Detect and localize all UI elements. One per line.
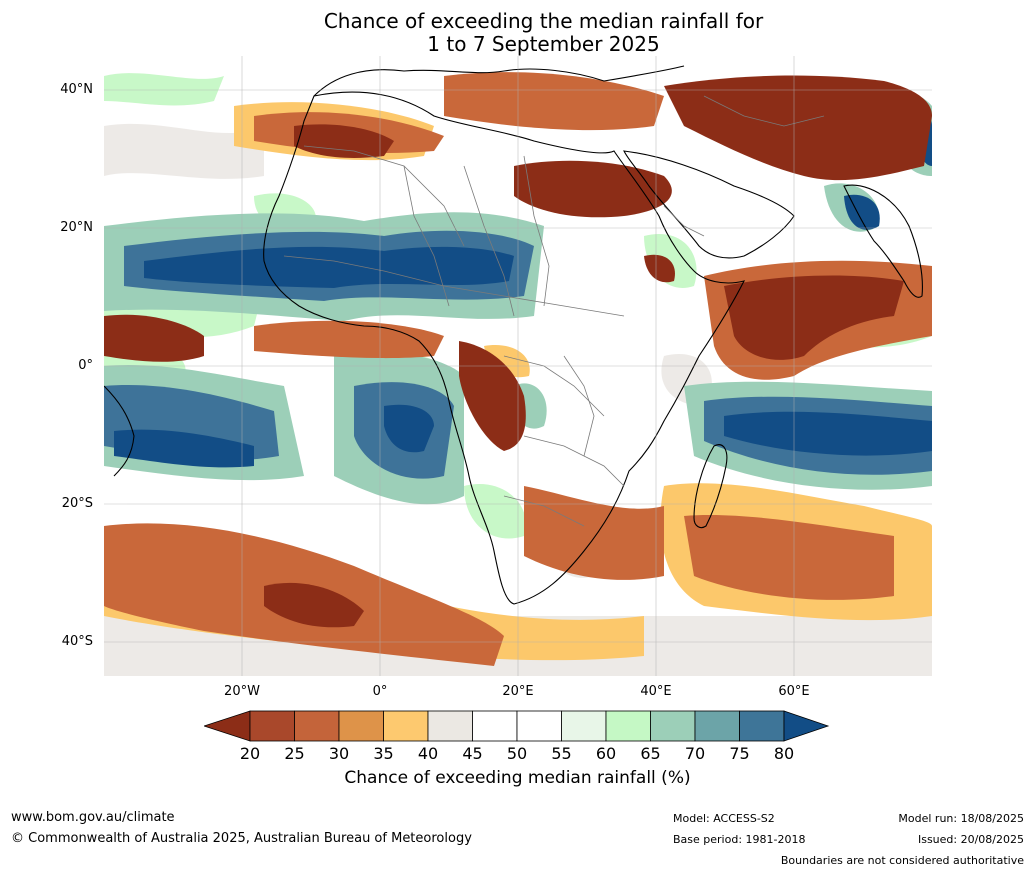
footer-issued: Issued: 20/08/2025 [917,833,1024,846]
colorbar-cell-10 [694,710,740,742]
dark-brown-regions [104,75,932,628]
colorbar-cell-1 [294,710,340,742]
colorbar-tick-60: 60 [595,744,617,763]
colorbar-tick-80: 80 [773,744,795,763]
lon-label-0: 0° [372,684,388,699]
map-title-line1: Chance of exceeding the median rainfall … [323,9,764,33]
footer-model-run: Model run: 18/08/2025 [898,812,1024,825]
colorbar-label: Chance of exceeding median rainfall (%) [344,768,691,788]
colorbar-cell-7 [561,710,607,742]
footer-url: www.bom.gov.au/climate [11,810,175,825]
lat-label-0: 0° [78,358,93,373]
colorbar-cell-4 [427,710,473,742]
dark-blue-regions [114,114,932,468]
colorbar-over-arrow [783,710,830,742]
lat-label-20n: 20°N [60,220,93,235]
colorbar-tick-70: 70 [684,744,706,763]
rainfall-probability-map [104,56,932,676]
colorbar-cell-11 [739,710,785,742]
colorbar-tick-30: 30 [328,744,350,763]
map-canvas [104,56,932,676]
footer-base-period: Base period: 1981-2018 [673,833,806,846]
colorbar [204,710,830,742]
africa-coast [263,91,746,605]
map-title-line2: 1 to 7 September 2025 [427,32,660,56]
colorbar-cell-8 [605,710,651,742]
madagascar-coast [693,444,728,529]
colorbar-under-arrow [204,710,251,742]
lat-label-40s: 40°S [61,634,93,649]
europe-coast [313,65,685,97]
colorbar-cell-6 [516,710,562,742]
colorbar-cell-2 [338,710,384,742]
colorbar-tick-55: 55 [551,744,572,763]
lon-label-20e: 20°E [502,684,534,699]
colorbar-tick-20: 20 [239,744,261,763]
colorbar-cell-0 [249,710,295,742]
colorbar-tick-25: 25 [284,744,305,763]
lon-label-20w: 20°W [224,684,260,699]
colorbar-tick-45: 45 [462,744,483,763]
colorbar-cell-5 [472,710,518,742]
lat-label-40n: 40°N [60,82,93,97]
lon-label-40e: 40°E [640,684,672,699]
country-borders [283,95,825,527]
arabia-coast [623,150,795,259]
footer-boundaries-note: Boundaries are not considered authoritat… [780,854,1024,867]
footer-copyright: © Commonwealth of Australia 2025, Austra… [11,831,472,846]
southwest-coast [104,385,135,477]
colorbar-tick-50: 50 [506,744,528,763]
india-coast [843,184,923,298]
graticule [104,56,932,676]
colorbar-tick-65: 65 [640,744,661,763]
footer-model: Model: ACCESS-S2 [673,812,775,825]
colorbar-tick-75: 75 [729,744,750,763]
lat-label-20s: 20°S [61,496,93,511]
colorbar-cell-3 [383,710,429,742]
colorbar-tick-35: 35 [373,744,394,763]
coastlines [104,65,923,605]
colorbar-tick-40: 40 [417,744,439,763]
colorbar-cell-9 [650,710,696,742]
lon-label-60e: 60°E [778,684,810,699]
